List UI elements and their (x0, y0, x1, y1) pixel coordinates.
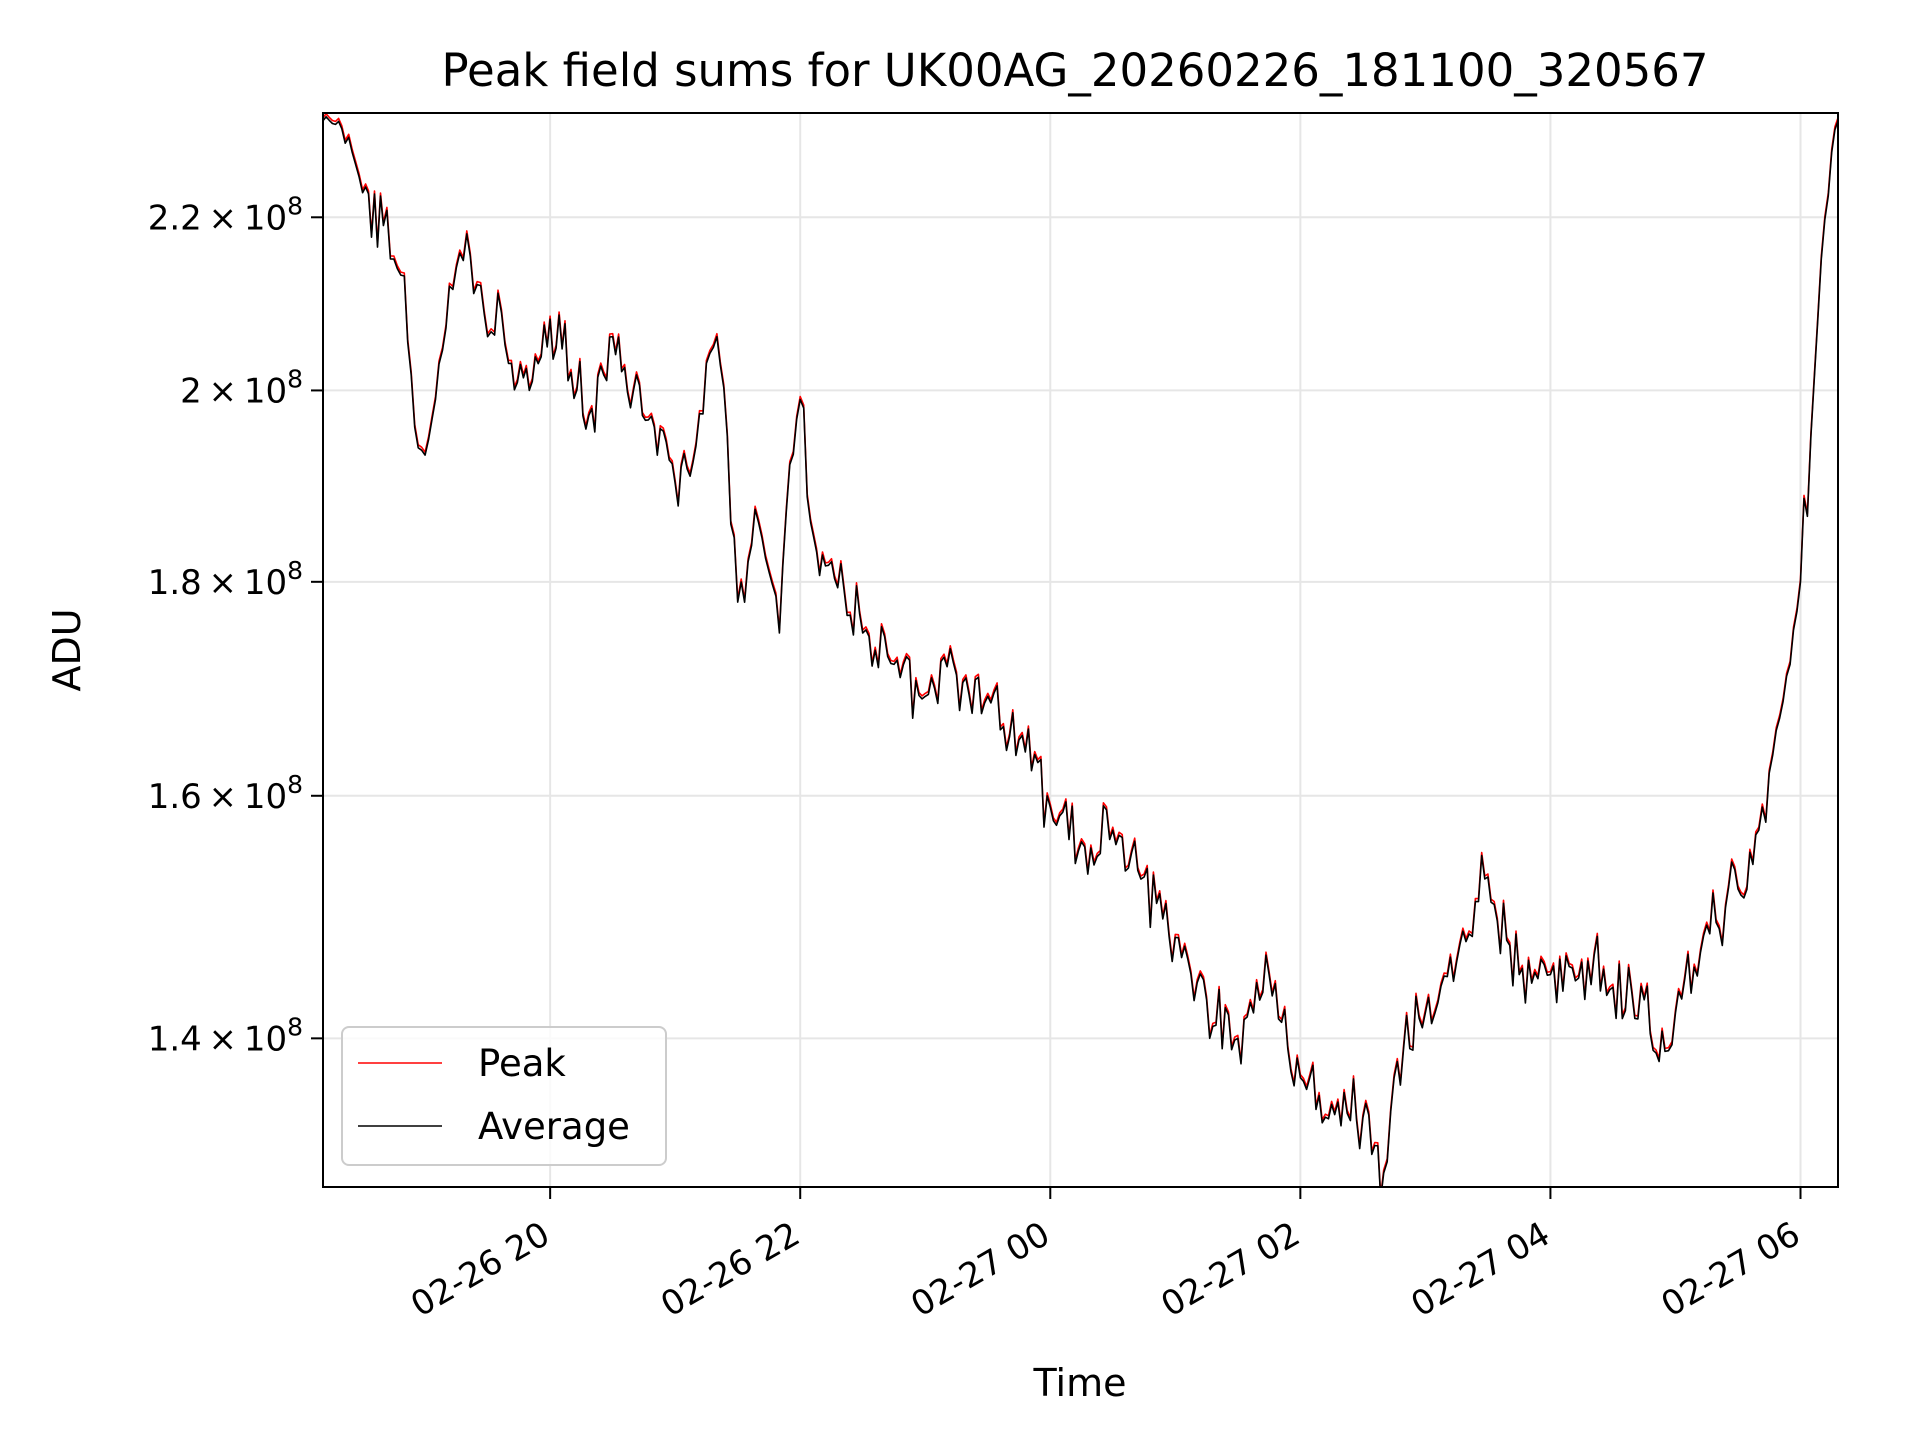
legend: Peak Average (341, 1026, 667, 1166)
legend-box (341, 1026, 667, 1166)
legend-label-peak: Peak (478, 1042, 566, 1085)
y-tick-label: 1.8 × 108 (148, 556, 303, 603)
series-group (323, 113, 1838, 1187)
grid (323, 113, 1838, 1187)
y-tick-label: 1.4 × 108 (148, 1012, 303, 1059)
x-axis-label: Time (1033, 1361, 1127, 1405)
y-axis-label: ADU (45, 608, 89, 691)
series-line-average (323, 116, 1838, 1187)
chart-title: Peak field sums for UK00AG_20260226_1811… (442, 44, 1709, 97)
y-tick-label: 2.2 × 108 (148, 191, 303, 238)
y-tick-label: 1.6 × 108 (148, 770, 303, 817)
y-tick-label: 2 × 108 (180, 364, 303, 411)
legend-label-average: Average (478, 1105, 630, 1148)
y-ticks: 1.4 × 108 1.6 × 108 1.8 × 108 2 × 108 2.2 × … (148, 191, 323, 1059)
plot-frame (322, 112, 1839, 1188)
